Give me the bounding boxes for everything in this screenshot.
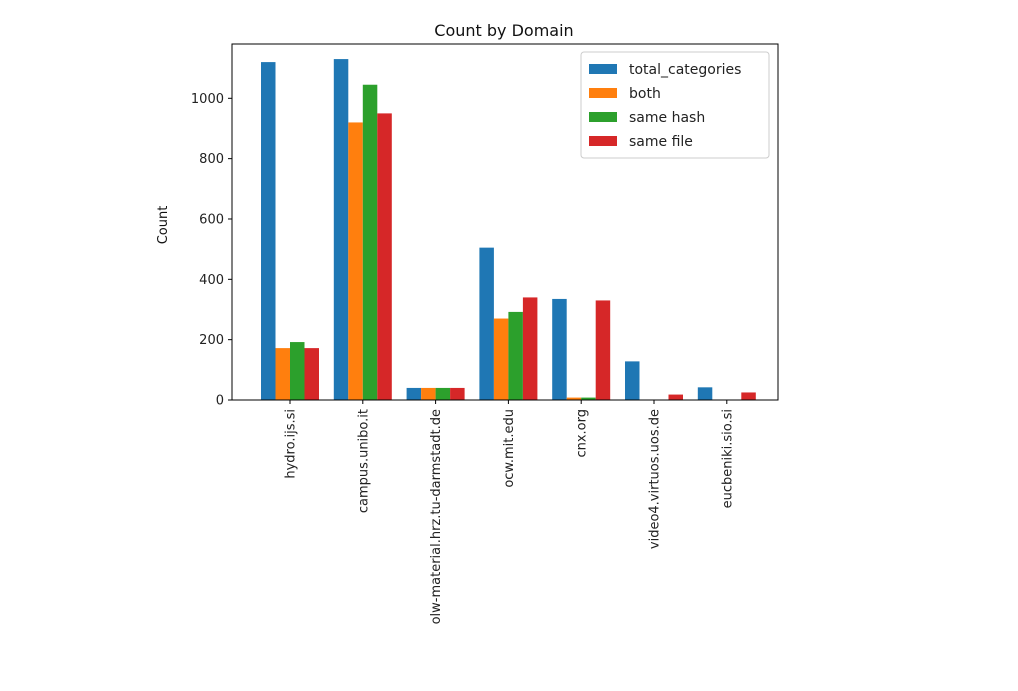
- y-tick-label: 200: [199, 333, 224, 348]
- bar-total_categories-3: [479, 247, 494, 400]
- x-tick-label: eucbeniki.sio.si: [720, 409, 735, 508]
- bar-total_categories-4: [552, 298, 567, 400]
- bar-same-file-2: [450, 387, 465, 400]
- plot-frame: [231, 43, 779, 401]
- x-tick-label: ocw.mit.edu: [502, 409, 517, 488]
- y-axis-label: Count: [156, 206, 171, 245]
- bar-total_categories-5: [625, 361, 640, 400]
- bar-total_categories-2: [406, 387, 422, 400]
- bar-total_categories-6: [697, 387, 713, 400]
- bar-both-3: [493, 318, 509, 400]
- bar-same-hash-1: [362, 84, 378, 400]
- legend-label: both: [629, 86, 661, 102]
- bar-same-hash-2: [435, 387, 451, 400]
- x-tick-label: hydro.ijs.si: [284, 409, 299, 479]
- bar-both-0: [275, 348, 290, 400]
- legend-box: [580, 51, 770, 159]
- legend-label: same hash: [629, 110, 705, 126]
- x-tick-label: cnx.org: [575, 409, 590, 458]
- bar-same-file-5: [668, 394, 683, 400]
- bar-total_categories-1: [333, 59, 349, 400]
- bar-same-hash-0: [290, 342, 305, 400]
- bar-total_categories-0: [261, 62, 276, 400]
- bar-same-file-4: [595, 300, 611, 400]
- x-tick-label: olw-material.hrz.tu-darmstadt.de: [429, 409, 444, 624]
- legend-swatch: [589, 88, 617, 98]
- bar-same-hash-3: [508, 311, 523, 400]
- bar-same-hash-4: [581, 397, 596, 400]
- bar-same-file-6: [741, 392, 756, 400]
- y-tick-label: 1000: [191, 92, 224, 107]
- x-tick-label: campus.unibo.it: [356, 409, 371, 513]
- bar-same-file-0: [304, 348, 319, 400]
- legend-swatch: [589, 112, 617, 122]
- y-axis-ticks: 0 200 400 600 800 1000: [191, 92, 232, 409]
- legend-label: total_categories: [629, 62, 741, 78]
- chart-title: Count by Domain: [434, 21, 573, 40]
- y-tick-label: 400: [199, 273, 224, 288]
- bar-both-1: [348, 122, 363, 400]
- legend-swatch: [589, 136, 617, 146]
- y-tick-label: 600: [199, 212, 224, 227]
- bar-both-2: [421, 387, 436, 400]
- legend-label: same file: [629, 134, 693, 150]
- bar-both-4: [566, 397, 582, 400]
- legend-swatch: [589, 64, 617, 74]
- y-tick-label: 0: [216, 394, 224, 409]
- bar-same-file-3: [522, 297, 538, 400]
- x-axis-ticks: hydro.ijs.si campus.unibo.it olw-material.…: [284, 400, 735, 624]
- y-tick-label: 800: [199, 152, 224, 167]
- x-tick-label: video4.virtuos.uos.de: [648, 409, 663, 549]
- bars-group: [261, 59, 756, 400]
- bar-same-file-1: [377, 113, 392, 400]
